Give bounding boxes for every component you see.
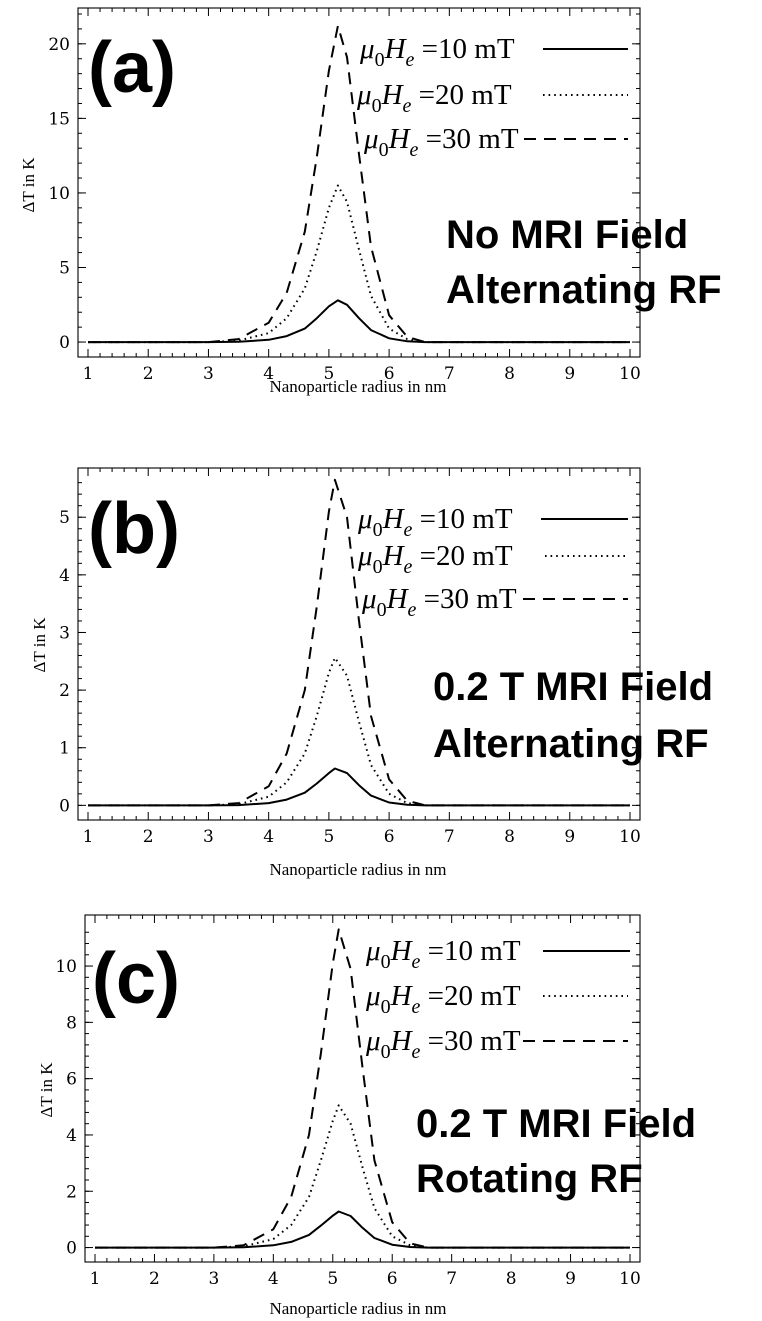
x-tick-label: 6 <box>384 827 395 847</box>
x-tick-label: 7 <box>444 364 455 384</box>
x-tick-label: 4 <box>268 1269 279 1289</box>
y-axis-title: ΔT in K <box>30 617 49 673</box>
y-tick-label: 4 <box>59 566 70 586</box>
x-tick-label: 2 <box>149 1269 160 1289</box>
panel-label: (a) <box>88 28 176 108</box>
y-axis-title: ΔT in K <box>19 157 38 213</box>
legend-entry: μ0He =20 mT <box>357 540 513 578</box>
series-line-1 <box>88 767 630 807</box>
condition-annotation-line: Rotating RF <box>416 1157 643 1201</box>
x-tick-label: 3 <box>208 1269 219 1289</box>
plot-frame <box>77 7 641 358</box>
x-tick-label: 2 <box>143 827 154 847</box>
y-axis-title: ΔT in K <box>37 1062 56 1118</box>
y-tick-label: 10 <box>48 184 70 204</box>
x-tick-label: 9 <box>564 364 575 384</box>
x-axis-title: Nanoparticle radius in nm <box>269 377 446 396</box>
x-tick-label: 4 <box>263 364 274 384</box>
plot-frame <box>84 914 641 1263</box>
y-tick-label: 5 <box>59 258 70 278</box>
x-tick-label: 5 <box>323 827 334 847</box>
x-axis-title: Nanoparticle radius in nm <box>269 860 446 879</box>
x-tick-label: 10 <box>619 1269 641 1289</box>
condition-annotation-line: 0.2 T MRI Field <box>416 1102 696 1146</box>
x-tick-label: 9 <box>565 1269 576 1289</box>
x-tick-label: 1 <box>90 1269 101 1289</box>
condition-annotation-line: No MRI Field <box>446 213 688 257</box>
x-tick-label: 10 <box>619 827 641 847</box>
x-tick-label: 6 <box>384 364 395 384</box>
y-tick-label: 0 <box>59 333 70 353</box>
condition-annotation-line: Alternating RF <box>433 722 709 766</box>
x-tick-label: 7 <box>446 1269 457 1289</box>
x-tick-label: 8 <box>504 364 515 384</box>
series-line-2 <box>88 184 630 344</box>
y-tick-label: 20 <box>48 35 70 55</box>
y-tick-label: 1 <box>59 739 70 759</box>
series-line-3 <box>95 928 630 1249</box>
y-tick-label: 2 <box>59 681 70 701</box>
series-line-1 <box>95 1210 630 1249</box>
x-tick-label: 1 <box>83 364 94 384</box>
legend-entry: μ0He =30 mT <box>361 583 517 621</box>
x-tick-label: 1 <box>83 827 94 847</box>
series-line-1 <box>88 299 630 344</box>
series-line-3 <box>88 478 630 807</box>
series-line-2 <box>95 1104 630 1249</box>
y-tick-label: 2 <box>66 1182 77 1202</box>
y-tick-label: 8 <box>66 1013 77 1033</box>
condition-annotation-line: Alternating RF <box>446 268 722 312</box>
y-tick-label: 5 <box>59 508 70 528</box>
legend-entry: μ0He =10 mT <box>365 935 521 973</box>
series-line-3 <box>88 24 630 344</box>
chart-panel-1: 1 2 3 4 5 6 7 8 9 10 0 5 10 15 20 Nanoparticle radius i… <box>19 7 722 396</box>
x-tick-label: 8 <box>506 1269 517 1289</box>
panel-label: (b) <box>88 489 180 569</box>
legend-entry: μ0He =30 mT <box>365 1025 521 1063</box>
y-tick-label: 10 <box>55 957 77 977</box>
x-tick-label: 9 <box>564 827 575 847</box>
x-tick-label: 6 <box>387 1269 398 1289</box>
x-axis-title: Nanoparticle radius in nm <box>269 1299 446 1318</box>
y-tick-label: 6 <box>66 1070 77 1090</box>
legend-entry: μ0He =10 mT <box>359 33 515 71</box>
legend-entry: μ0He =30 mT <box>363 123 519 161</box>
legend-entry: μ0He =20 mT <box>356 79 512 117</box>
x-tick-label: 5 <box>327 1269 338 1289</box>
y-tick-label: 3 <box>59 623 70 643</box>
condition-annotation-line: 0.2 T MRI Field <box>433 665 713 709</box>
x-tick-label: 2 <box>143 364 154 384</box>
x-tick-label: 3 <box>203 827 214 847</box>
x-tick-label: 8 <box>504 827 515 847</box>
x-tick-label: 10 <box>619 364 641 384</box>
legend-entry: μ0He =10 mT <box>357 503 513 541</box>
legend-entry: μ0He =20 mT <box>365 980 521 1018</box>
x-tick-label: 5 <box>323 364 334 384</box>
y-tick-label: 0 <box>66 1239 77 1259</box>
chart-panel-3: 1 2 3 4 5 6 7 8 9 10 0 2 4 6 8 10 Nanoparticle radius in… <box>37 914 696 1318</box>
panel-label: (c) <box>92 939 180 1019</box>
series-line-2 <box>88 656 630 807</box>
x-tick-label: 7 <box>444 827 455 847</box>
y-tick-label: 4 <box>66 1126 77 1146</box>
y-tick-label: 0 <box>59 796 70 816</box>
x-tick-label: 3 <box>203 364 214 384</box>
y-tick-label: 15 <box>48 109 70 129</box>
x-tick-label: 4 <box>263 827 274 847</box>
